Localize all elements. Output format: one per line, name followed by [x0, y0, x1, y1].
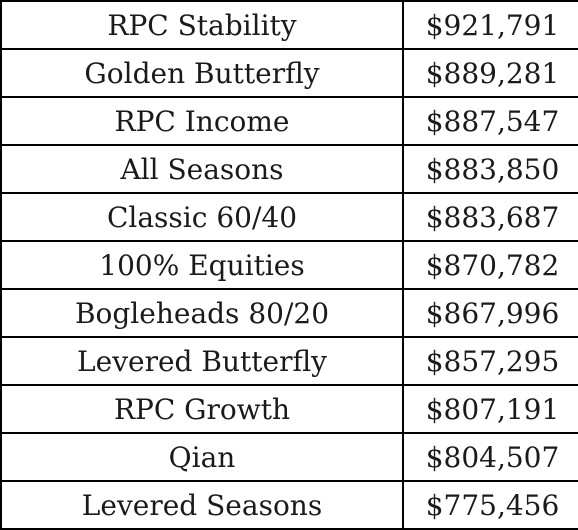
portfolio-name-cell: RPC Growth: [0, 384, 404, 434]
portfolio-name-cell: Qian: [0, 432, 404, 482]
portfolio-value-cell: $883,687: [402, 192, 578, 242]
portfolio-value-cell: $883,850: [402, 144, 578, 194]
table-row: Levered Seasons $775,456: [0, 480, 578, 530]
portfolio-value-cell: $807,191: [402, 384, 578, 434]
portfolio-value-cell: $889,281: [402, 48, 578, 98]
table-row: Levered Butterfly $857,295: [0, 336, 578, 386]
portfolio-name-cell: Golden Butterfly: [0, 48, 404, 98]
table-row: RPC Growth $807,191: [0, 384, 578, 434]
portfolio-value-cell: $921,791: [402, 0, 578, 50]
portfolio-name-cell: RPC Income: [0, 96, 404, 146]
portfolio-value-cell: $804,507: [402, 432, 578, 482]
table-row: Qian $804,507: [0, 432, 578, 482]
portfolio-value-cell: $887,547: [402, 96, 578, 146]
table-row: 100% Equities $870,782: [0, 240, 578, 290]
portfolio-value-cell: $867,996: [402, 288, 578, 338]
portfolio-value-cell: $857,295: [402, 336, 578, 386]
portfolio-name-cell: Levered Seasons: [0, 480, 404, 530]
portfolio-name-cell: RPC Stability: [0, 0, 404, 50]
table-row: Bogleheads 80/20 $867,996: [0, 288, 578, 338]
table-row: RPC Stability $921,791: [0, 0, 578, 50]
portfolio-name-cell: Levered Butterfly: [0, 336, 404, 386]
table-row: RPC Income $887,547: [0, 96, 578, 146]
portfolio-name-cell: Bogleheads 80/20: [0, 288, 404, 338]
portfolio-name-cell: All Seasons: [0, 144, 404, 194]
portfolio-name-cell: Classic 60/40: [0, 192, 404, 242]
portfolio-value-cell: $870,782: [402, 240, 578, 290]
portfolio-value-cell: $775,456: [402, 480, 578, 530]
table-row: Classic 60/40 $883,687: [0, 192, 578, 242]
table-row: All Seasons $883,850: [0, 144, 578, 194]
portfolio-name-cell: 100% Equities: [0, 240, 404, 290]
table-row: Golden Butterfly $889,281: [0, 48, 578, 98]
